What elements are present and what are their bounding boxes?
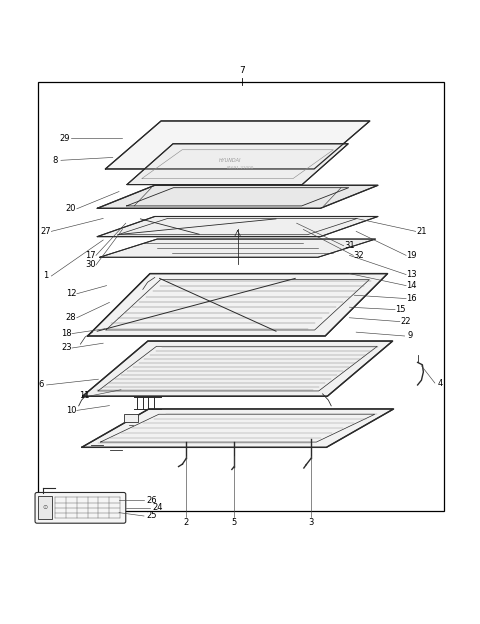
Text: 3: 3 — [308, 518, 314, 527]
Polygon shape — [87, 273, 387, 336]
Text: 30: 30 — [85, 260, 96, 270]
Text: 5: 5 — [232, 518, 237, 527]
Text: 17: 17 — [85, 251, 96, 260]
Text: 26: 26 — [146, 495, 157, 505]
Polygon shape — [82, 409, 394, 447]
Text: 8: 8 — [52, 156, 58, 165]
Text: 11: 11 — [79, 391, 89, 401]
Text: 4: 4 — [438, 379, 443, 388]
Text: 19: 19 — [407, 251, 417, 260]
Text: 1: 1 — [43, 271, 48, 281]
FancyBboxPatch shape — [35, 492, 126, 523]
Text: 24: 24 — [153, 504, 163, 512]
Text: ⊙: ⊙ — [43, 505, 48, 510]
Text: 7: 7 — [240, 66, 245, 76]
Polygon shape — [99, 239, 375, 257]
Text: 28: 28 — [66, 313, 76, 322]
Text: 14: 14 — [407, 281, 417, 290]
Text: 32: 32 — [354, 251, 364, 260]
Text: 13: 13 — [407, 270, 417, 279]
Bar — [124, 414, 138, 422]
Text: 31: 31 — [344, 241, 355, 250]
Text: 9: 9 — [408, 331, 413, 341]
Text: 2: 2 — [184, 518, 189, 527]
Text: 23: 23 — [61, 343, 72, 353]
Text: 22: 22 — [400, 317, 411, 326]
Polygon shape — [127, 144, 348, 185]
Polygon shape — [83, 341, 393, 396]
Text: 25: 25 — [146, 512, 157, 520]
Text: HYUNDAI: HYUNDAI — [219, 158, 241, 163]
Text: 16: 16 — [407, 294, 417, 303]
Text: 15: 15 — [396, 305, 406, 314]
Bar — [38, 82, 444, 511]
Text: 12: 12 — [66, 290, 76, 298]
Text: 20: 20 — [66, 204, 76, 213]
Text: 29: 29 — [60, 134, 70, 143]
Text: 18: 18 — [61, 329, 72, 338]
Text: 6: 6 — [38, 381, 44, 389]
Polygon shape — [105, 121, 370, 169]
Text: 21: 21 — [416, 227, 427, 236]
Text: 10: 10 — [66, 406, 76, 415]
Polygon shape — [97, 185, 378, 208]
Text: 81691-21000: 81691-21000 — [226, 166, 254, 170]
Polygon shape — [97, 217, 378, 236]
Text: 27: 27 — [40, 227, 51, 236]
Bar — [38, 496, 52, 519]
